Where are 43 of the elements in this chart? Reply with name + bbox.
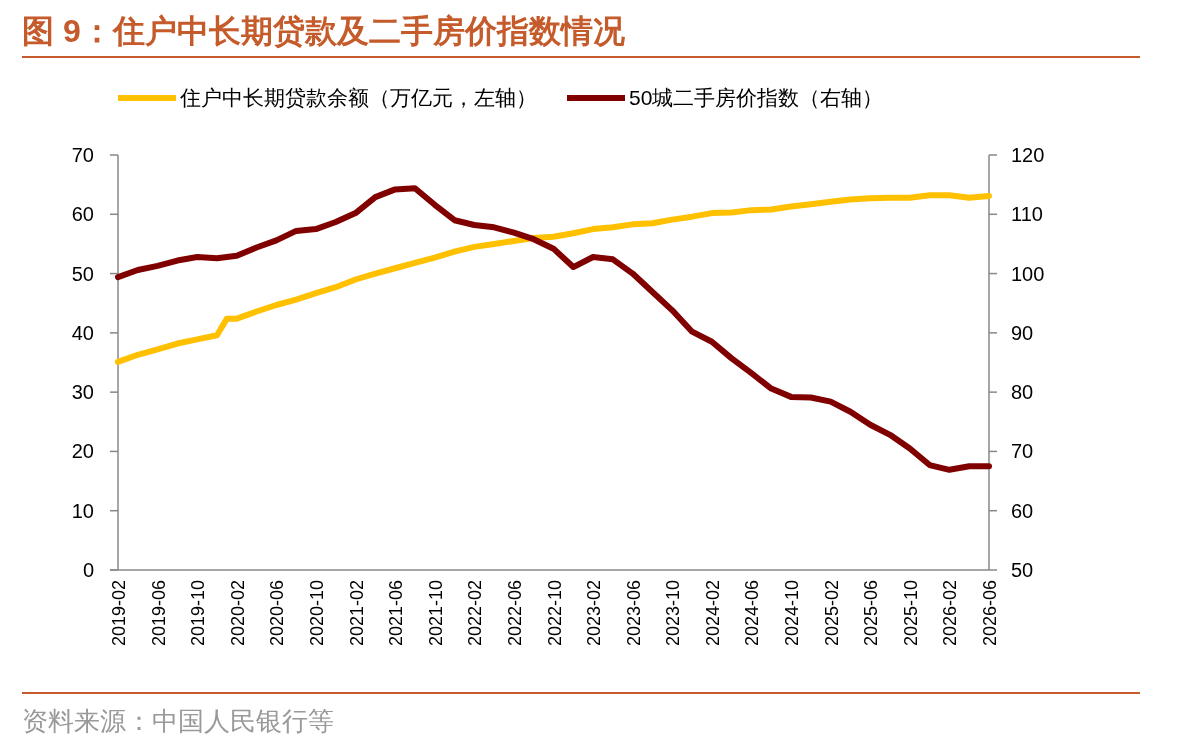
text: 资料来源：中国人民银行等 [22,706,334,736]
x-tick-label: 2022-06 [504,580,525,647]
y-tick-label: 10 [71,499,94,522]
x-tick-label: 2022-02 [465,580,486,647]
x-tick-label: 2026-06 [980,580,1000,647]
y2-tick-label: 80 [1011,381,1034,404]
y2-tick-label: 110 [1011,203,1043,226]
x-tick-label: 2024-02 [702,580,723,647]
y2-tick-label: 90 [1011,321,1034,344]
x-tick-label: 2023-06 [623,580,644,647]
y-tick-label: 40 [71,321,94,344]
y-tick-label: 60 [71,203,94,226]
x-tick-label: 2022-10 [544,580,565,647]
x-tick-label: 2021-06 [386,580,407,647]
x-tick-label: 2025-02 [821,580,842,647]
y-tick-label: 30 [71,381,94,404]
x-tick-label: 2024-06 [742,580,763,647]
x-tick-label: 2021-02 [346,580,367,647]
x-tick-label: 2025-06 [861,580,882,647]
x-tick-label: 2020-02 [227,580,248,647]
y-tick-label: 50 [71,262,94,285]
legend-label: 50城二手房价指数（右轴） [629,86,884,109]
x-tick-label: 2026-02 [940,580,961,647]
x-tick-label: 2023-02 [584,580,605,647]
y-tick-label: 0 [82,559,94,581]
x-tick-label: 2025-10 [900,580,921,647]
y2-tick-label: 70 [1011,440,1034,463]
legend-label: 住户中长期贷款余额（万亿元，左轴） [179,86,537,109]
chart-title: 图 9：住户中长期贷款及二手房价指数情况 [22,13,626,49]
y2-tick-label: 60 [1011,499,1034,522]
y2-tick-label: 100 [1011,262,1045,285]
x-tick-label: 2019-02 [109,580,129,647]
x-tick-label: 2020-06 [267,580,288,647]
x-tick-label: 2021-10 [425,580,446,647]
x-tick-label: 2023-10 [663,580,684,647]
x-tick-label: 2019-06 [148,580,169,647]
y2-tick-label: 50 [1011,559,1034,581]
y2-tick-label: 120 [1011,144,1045,166]
x-tick-label: 2024-10 [782,580,803,647]
x-tick-label: 2020-10 [306,580,327,647]
x-tick-label: 2019-10 [188,580,209,647]
y-tick-label: 70 [71,144,94,166]
y-tick-label: 20 [71,440,94,463]
